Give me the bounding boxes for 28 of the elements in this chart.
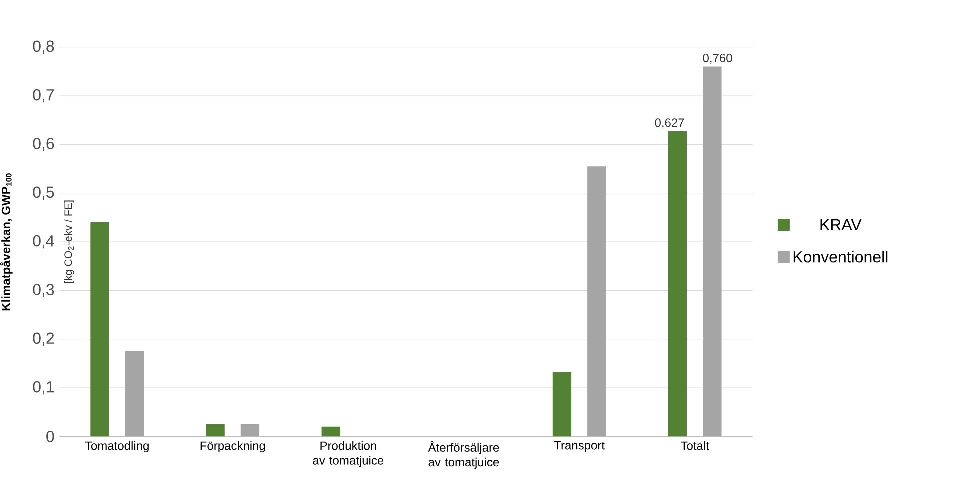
y-tick-label: 0,1 [33,381,54,395]
y-tick-label: 0,8 [33,40,54,54]
data-label: 0,760 [703,54,732,64]
bar [125,352,144,437]
bar [552,372,572,437]
annotation: [kg CO$_{2}$-ekv / FE] [64,200,74,284]
x-tick-label: Förpackning [200,441,266,453]
legend-label: Konventionell [794,251,888,263]
y-tick-label: 0,2 [33,332,54,346]
y-tick-label: 0,3 [33,284,54,298]
bar [90,222,110,437]
y-tick-label: 0,7 [33,89,54,103]
bar [322,426,340,437]
bar [588,166,606,437]
legend-label: KRAV [820,219,862,230]
y-tick-label: 0 [46,431,54,442]
x-tick-label: Tomatodling [85,441,149,453]
y-tick-label: 0,6 [33,138,54,152]
bar [240,424,260,437]
y-tick-label: 0,4 [33,235,54,249]
y-tick-label: 0,5 [33,186,54,200]
y-axis-title: Klimatpåverkan, GWP$_{100}$ [0,174,13,311]
x-tick-label: Transport [554,441,605,452]
x-tick-label: Produktion av tomatjuice [313,441,384,468]
x-tick-label: Återförsäljare av tomatjuice [428,441,500,470]
x-tick-label: Totalt [681,441,710,450]
bar [206,424,225,437]
data-label: 0,627 [655,118,684,129]
